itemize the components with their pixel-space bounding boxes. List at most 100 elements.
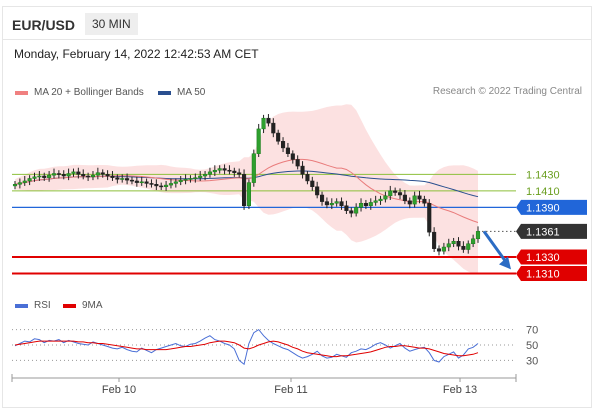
x-tick-label: Feb 11 [274,384,307,396]
candle-down [276,132,281,142]
candle-down [324,201,329,206]
candle-up [446,243,451,248]
candle-down [393,190,398,193]
candle-up [441,246,446,252]
candle-up [368,202,373,206]
ma20-swatch [15,90,28,95]
level-label-3: 1.1361 [526,226,560,238]
candle-up [90,174,96,178]
candle-up [217,168,222,171]
candle-down [407,200,412,205]
candle-up [27,178,32,182]
candle-up [193,177,198,179]
candle-up [261,117,266,130]
ma50-label: MA 50 [177,87,206,98]
candle-up [256,128,261,154]
candle-up [212,169,217,173]
x-tick-label: Feb 10 [102,384,136,396]
candle-down [61,174,66,177]
candle-up [95,172,100,176]
candle-down [154,184,159,187]
candle-up [383,195,388,200]
bollinger-band [15,104,478,275]
candle-down [315,186,320,196]
candle-up [178,179,183,183]
candle-down [227,169,232,172]
candle-down [397,192,403,196]
rsi-line [14,328,479,366]
candle-down [76,171,81,175]
candle-down [134,180,139,183]
candles [12,114,481,256]
candle-down [144,181,149,184]
candle-up [354,207,359,214]
rsi-tick-50: 50 [526,340,538,352]
research-credit: Research © 2022 Trading Central [432,86,582,97]
candle-down [305,174,310,182]
candle-up [173,181,178,184]
candle-down [125,178,130,181]
level-label-2: 1.1390 [526,202,560,214]
candle-up [466,243,471,250]
candle-up [334,201,339,204]
ma50-swatch [158,90,171,95]
candle-down [222,168,227,171]
candle-down [100,172,105,175]
candle-down [417,195,422,200]
forecast-arrowhead [499,256,511,270]
candle-down [422,198,427,204]
candle-up [203,174,208,177]
level-label-5: 1.1310 [526,268,560,280]
rsi-label: RSI [34,300,51,311]
chart-header: EUR/USD 30 MIN [3,7,591,40]
candle-down [363,203,368,206]
candle-down [349,210,354,214]
candle-down [42,175,47,178]
legend-ma50: MA 50 [158,87,205,98]
candle-down [149,183,154,185]
candle-down [56,173,61,175]
candle-up [358,203,364,208]
candle-down [86,175,91,178]
candle-up [471,238,476,244]
candle-down [115,177,120,180]
candle-down [242,174,247,206]
candle-up [451,241,456,244]
candle-down [310,180,315,187]
legend-9ma: 9MA [63,300,103,311]
candle-down [81,174,86,177]
candle-up [47,174,52,178]
candle-up [32,176,37,179]
rsi-tick-30: 30 [526,355,538,367]
candle-down [232,170,237,173]
level-label-0: 1.1430 [526,169,560,181]
level-badge-3 [516,223,587,239]
candle-up [66,173,71,177]
candle-up [198,175,203,178]
candle-down [105,174,110,177]
candle-down [110,175,115,178]
candle-down [290,153,295,160]
level-label-1: 1.1410 [526,186,560,198]
candle-up [17,182,22,185]
ma9-label: 9MA [82,300,103,311]
rsi-tick-70: 70 [526,325,538,337]
timestamp: Monday, February 14, 2022 12:42:53 AM CE… [14,47,259,61]
candle-down [432,231,437,249]
legend-rsi: RSI [15,300,51,311]
candle-down [159,185,164,188]
candle-up [71,171,76,174]
candle-up [373,200,378,203]
candle-up [251,153,256,183]
candle-up [412,195,417,205]
candle-up [51,173,57,176]
symbol-label: EUR/USD [12,17,76,33]
candle-down [295,159,300,167]
candle-down [344,205,349,211]
candle-down [300,165,305,175]
timeframe-button[interactable]: 30 MIN [85,13,138,35]
candle-down [436,248,442,252]
candle-up [164,184,169,187]
candle-up [168,183,174,186]
